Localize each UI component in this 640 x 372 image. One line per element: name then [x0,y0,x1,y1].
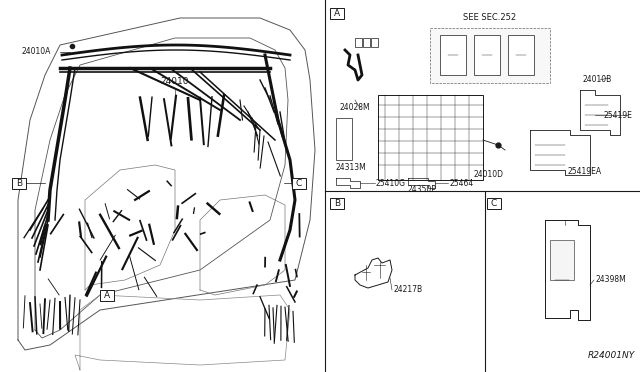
Bar [487,198,501,209]
Bar [440,35,466,75]
Polygon shape [336,178,360,188]
Polygon shape [408,178,435,188]
Bar [430,28,550,83]
Polygon shape [355,258,392,288]
Text: SEE SEC.252: SEE SEC.252 [463,13,516,22]
Text: 24010D: 24010D [473,170,503,179]
Bar [336,118,352,160]
Text: C: C [296,179,302,188]
Text: 24217B: 24217B [393,285,422,295]
Bar [12,178,26,189]
Bar [363,38,370,47]
Text: 24313M: 24313M [336,163,367,172]
Text: 25410G: 25410G [376,179,406,187]
Bar [355,38,362,47]
Text: R24001NY: R24001NY [588,351,635,360]
Text: 24398M: 24398M [595,276,626,285]
Text: B: B [16,179,22,188]
Bar [550,240,574,280]
Text: 25419E: 25419E [603,110,632,119]
Bar [474,35,500,75]
Bar [508,35,534,75]
Polygon shape [530,130,590,175]
Text: 24010: 24010 [161,77,189,87]
Bar [378,95,483,180]
Polygon shape [545,220,590,320]
Text: B: B [334,199,340,208]
Text: A: A [104,291,110,300]
Text: A: A [334,9,340,18]
Polygon shape [580,90,620,135]
Bar [100,290,114,301]
Text: 25464: 25464 [449,179,473,187]
Bar [371,38,378,47]
Bar [330,8,344,19]
Bar [330,198,344,209]
Text: 24028M: 24028M [340,103,371,112]
Text: 24010A: 24010A [22,48,51,57]
Text: C: C [491,199,497,208]
Text: 25419EA: 25419EA [568,167,602,176]
Text: 24010B: 24010B [583,76,612,84]
Text: 24350P: 24350P [408,185,436,194]
Bar [292,178,306,189]
